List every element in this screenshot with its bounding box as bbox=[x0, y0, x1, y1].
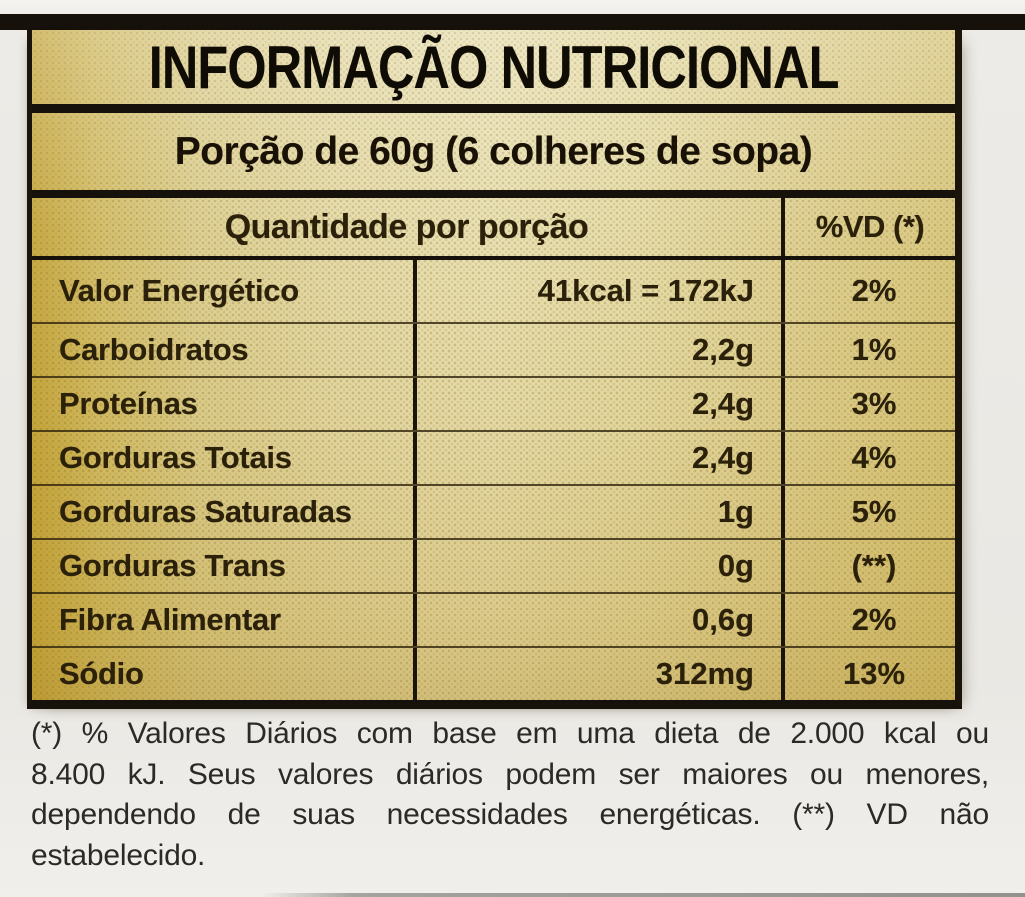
nutrient-name: Fibra Alimentar bbox=[32, 594, 417, 646]
nutrient-name: Gorduras Trans bbox=[32, 540, 417, 592]
label-title-row: INFORMAÇÃO NUTRICIONAL bbox=[32, 30, 955, 104]
nutrient-dv: 1% bbox=[851, 332, 897, 367]
top-black-bar bbox=[0, 14, 1025, 30]
footnote-line: dependendo de suas necessidades energéti… bbox=[31, 798, 989, 831]
nutrient-value: 2,2g bbox=[417, 324, 785, 376]
table-row: Valor Energético 41kcal = 172kJ 2% bbox=[32, 260, 955, 322]
footnote-line: (*) % Valores Diários com base em uma di… bbox=[31, 717, 989, 750]
nutrient-value: 41kcal = 172kJ bbox=[417, 260, 785, 322]
footnote: (*) % Valores Diários com base em uma di… bbox=[31, 714, 989, 876]
nutrient-value: 0g bbox=[417, 540, 785, 592]
nutrient-name: Sódio bbox=[32, 648, 417, 700]
table-row: Sódio 312mg 13% bbox=[32, 646, 955, 700]
serving-row: Porção de 60g (6 colheres de sopa) bbox=[32, 113, 955, 190]
column-header-row: Quantidade por porção %VD (*) bbox=[32, 198, 955, 256]
column-header-dv: %VD (*) bbox=[815, 209, 925, 244]
nutrient-dv: 5% bbox=[851, 494, 897, 529]
nutrient-value: 1g bbox=[417, 486, 785, 538]
nutrient-value: 312mg bbox=[417, 648, 785, 700]
label-title: INFORMAÇÃO NUTRICIONAL bbox=[148, 33, 840, 101]
bottom-edge-line bbox=[262, 893, 1025, 897]
nutrient-value: 2,4g bbox=[417, 378, 785, 430]
divider bbox=[32, 190, 955, 198]
divider bbox=[32, 104, 955, 113]
nutrient-value: 2,4g bbox=[417, 432, 785, 484]
nutrient-name: Carboidratos bbox=[32, 324, 417, 376]
nutrient-dv: 3% bbox=[851, 386, 897, 421]
nutrient-dv: 2% bbox=[851, 602, 897, 637]
table-row: Proteínas 2,4g 3% bbox=[32, 376, 955, 430]
footnote-line: 8.400 kJ. Seus valores diários podem ser… bbox=[31, 757, 989, 791]
nutrient-name: Valor Energético bbox=[32, 260, 417, 322]
table-row: Fibra Alimentar 0,6g 2% bbox=[32, 592, 955, 646]
nutrient-value: 0,6g bbox=[417, 594, 785, 646]
table-row: Gorduras Saturadas 1g 5% bbox=[32, 484, 955, 538]
table-row: Carboidratos 2,2g 1% bbox=[32, 322, 955, 376]
nutrient-dv: 4% bbox=[851, 440, 897, 475]
nutrient-name: Gorduras Saturadas bbox=[32, 486, 417, 538]
nutrient-name: Gorduras Totais bbox=[32, 432, 417, 484]
nutrient-dv: (**) bbox=[851, 548, 897, 583]
table-row: Gorduras Totais 2,4g 4% bbox=[32, 430, 955, 484]
nutrient-dv: 13% bbox=[842, 656, 906, 691]
column-header-quantity: Quantidade por porção bbox=[32, 198, 785, 256]
footnote-line: estabelecido. bbox=[31, 838, 206, 872]
nutrient-name: Proteínas bbox=[32, 378, 417, 430]
nutrition-table: INFORMAÇÃO NUTRICIONAL Porção de 60g (6 … bbox=[27, 30, 962, 709]
nutrient-dv: 2% bbox=[851, 273, 897, 308]
table-row: Gorduras Trans 0g (**) bbox=[32, 538, 955, 592]
serving-size: Porção de 60g (6 colheres de sopa) bbox=[174, 129, 813, 173]
divider bbox=[32, 256, 955, 260]
